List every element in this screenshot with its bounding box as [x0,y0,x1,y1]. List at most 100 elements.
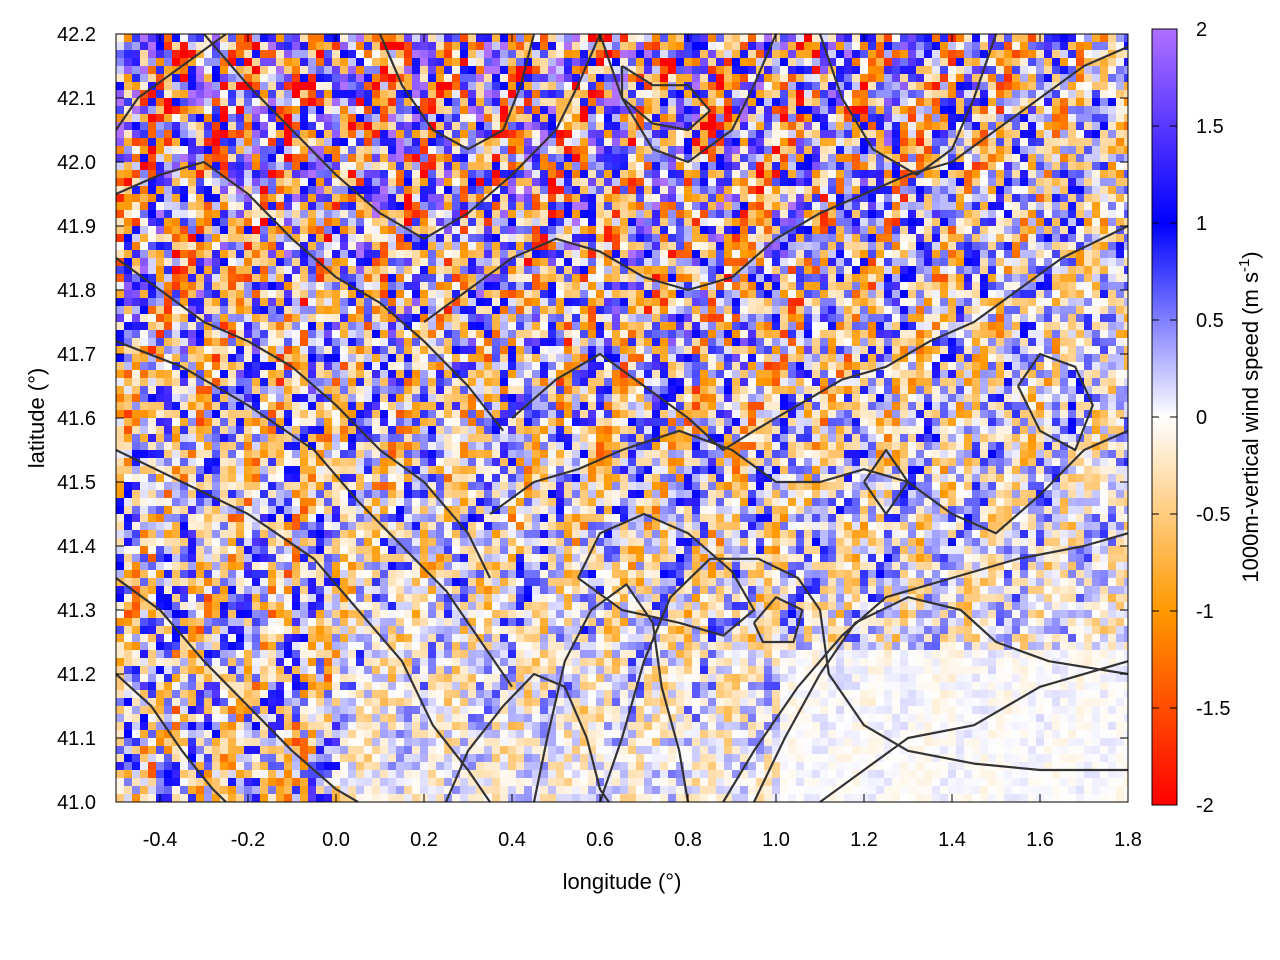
heatmap-cell [596,138,604,146]
heatmap-cell [532,90,540,98]
heatmap-cell [364,154,372,162]
heatmap-cell [132,50,140,58]
heatmap-cell [1020,218,1028,226]
heatmap-cell [812,178,820,186]
heatmap-cell [828,106,836,114]
heatmap-cell [116,34,124,42]
heatmap-cell [596,114,604,122]
heatmap-cell [404,274,412,282]
heatmap-cell [668,90,676,98]
heatmap-cell [452,330,460,338]
heatmap-cell [1012,266,1020,274]
heatmap-cell [644,74,652,82]
heatmap-cell [388,122,396,130]
heatmap-cell [380,346,388,354]
heatmap-cell [228,226,236,234]
heatmap-cell [1020,266,1028,274]
heatmap-cell [556,42,564,50]
heatmap-cell [524,146,532,154]
heatmap-cell [772,154,780,162]
heatmap-cell [700,218,708,226]
heatmap-cell [404,210,412,218]
heatmap-cell [892,186,900,194]
heatmap-cell [260,130,268,138]
heatmap-cell [636,258,644,266]
heatmap-cell [668,66,676,74]
heatmap-cell [148,282,156,290]
heatmap-cell [684,322,692,330]
heatmap-cell [796,162,804,170]
heatmap-cell [148,178,156,186]
heatmap-cell [244,194,252,202]
heatmap-cell [332,266,340,274]
heatmap-cell [1052,202,1060,210]
heatmap-cell [732,210,740,218]
heatmap-cell [204,282,212,290]
heatmap-cell [740,50,748,58]
heatmap-cell [900,122,908,130]
heatmap-cell [420,226,428,234]
heatmap-cell [300,210,308,218]
heatmap-cell [828,290,836,298]
heatmap-cell [916,90,924,98]
heatmap-cell [620,34,628,42]
heatmap-cell [692,202,700,210]
heatmap-cell [284,202,292,210]
heatmap-cell [916,130,924,138]
heatmap-cell [164,138,172,146]
heatmap-cell [220,258,228,266]
heatmap-cell [916,218,924,226]
heatmap-cell [316,298,324,306]
heatmap-cell [756,170,764,178]
heatmap-cell [692,330,700,338]
heatmap-cell [900,162,908,170]
heatmap-cell [260,314,268,322]
heatmap-cell [268,282,276,290]
heatmap-cell [620,266,628,274]
heatmap-cell [924,178,932,186]
heatmap-cell [916,194,924,202]
heatmap-cell [956,194,964,202]
heatmap-cell [804,322,812,330]
heatmap-cell [172,346,180,354]
heatmap-cell [412,290,420,298]
heatmap-cell [1028,242,1036,250]
heatmap-cell [284,330,292,338]
heatmap-cell [348,106,356,114]
heatmap-cell [852,258,860,266]
heatmap-cell [892,50,900,58]
heatmap-cell [1084,146,1092,154]
heatmap-cell [236,82,244,90]
heatmap-cell [708,194,716,202]
heatmap-cell [772,138,780,146]
heatmap-cell [548,226,556,234]
heatmap-cell [284,218,292,226]
heatmap-cell [300,306,308,314]
heatmap-cell [188,210,196,218]
heatmap-cell [916,58,924,66]
heatmap-cell [724,202,732,210]
heatmap-cell [220,162,228,170]
heatmap-cell [1116,66,1124,74]
heatmap-cell [780,298,788,306]
heatmap-cell [196,306,204,314]
heatmap-cell [292,50,300,58]
heatmap-cell [468,122,476,130]
heatmap-cell [1052,154,1060,162]
heatmap-cell [708,282,716,290]
heatmap-cell [1076,290,1084,298]
heatmap-cell [660,322,668,330]
heatmap-cell [172,290,180,298]
heatmap-cell [780,74,788,82]
heatmap-cell [1124,178,1128,186]
heatmap-cell [444,162,452,170]
heatmap-cell [348,170,356,178]
heatmap-cell [900,202,908,210]
heatmap-cell [420,298,428,306]
heatmap-cell [244,154,252,162]
heatmap-cell [300,58,308,66]
heatmap-cell [412,178,420,186]
heatmap-cell [364,58,372,66]
heatmap-cell [828,34,836,42]
heatmap-cell [180,66,188,74]
